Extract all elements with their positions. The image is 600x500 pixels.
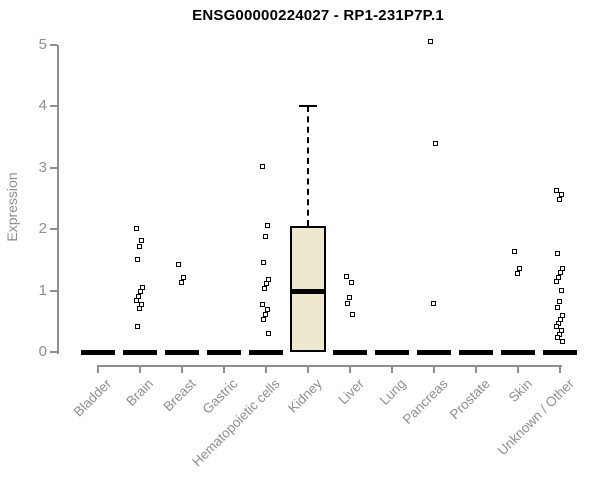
y-tick-label: 3 bbox=[38, 158, 47, 176]
data-point bbox=[431, 301, 436, 307]
zero-expression-bar bbox=[459, 350, 493, 355]
y-tick-label: 0 bbox=[38, 343, 47, 360]
data-point bbox=[344, 274, 349, 280]
x-tick-label: Gastric bbox=[199, 376, 241, 417]
data-point bbox=[263, 312, 268, 318]
data-point bbox=[139, 238, 144, 244]
x-axis-tick bbox=[265, 365, 267, 373]
data-point bbox=[265, 223, 270, 229]
data-point bbox=[559, 191, 564, 197]
data-point bbox=[181, 275, 186, 281]
zero-expression-bar bbox=[543, 350, 577, 355]
x-axis-tick bbox=[97, 365, 99, 373]
zero-expression-bar bbox=[501, 350, 535, 355]
data-point bbox=[350, 312, 355, 318]
y-tick-label: 4 bbox=[38, 97, 47, 115]
y-axis-line bbox=[57, 45, 59, 354]
data-point bbox=[560, 339, 565, 345]
y-tick-label: 1 bbox=[38, 281, 47, 299]
x-tick-label: Prostate bbox=[446, 376, 493, 423]
zero-expression-bar bbox=[123, 350, 157, 355]
x-axis-line bbox=[98, 365, 562, 367]
zero-expression-bar bbox=[333, 350, 367, 355]
chart-title: ENSG00000224027 - RP1-231P7P.1 bbox=[192, 7, 444, 24]
box-whisker-cap bbox=[299, 105, 317, 108]
x-tick-label: Pancreas bbox=[399, 376, 451, 427]
data-point bbox=[433, 141, 438, 147]
box-median-line bbox=[290, 288, 326, 294]
zero-expression-bar bbox=[81, 350, 115, 355]
data-point bbox=[512, 248, 517, 254]
data-point bbox=[557, 197, 562, 203]
x-axis-tick bbox=[433, 365, 435, 373]
x-axis-tick bbox=[139, 365, 141, 373]
data-point bbox=[176, 261, 181, 267]
x-tick-label: Lung bbox=[376, 376, 409, 408]
data-point bbox=[137, 306, 142, 312]
data-point bbox=[345, 301, 350, 307]
data-point bbox=[135, 256, 140, 262]
data-point bbox=[428, 38, 433, 44]
x-tick-label: Kidney bbox=[284, 376, 325, 416]
data-point bbox=[137, 244, 142, 249]
x-axis-tick bbox=[517, 365, 519, 373]
data-point bbox=[264, 281, 269, 287]
data-point bbox=[134, 226, 139, 232]
x-axis-tick bbox=[349, 365, 351, 373]
y-axis-tick bbox=[50, 289, 57, 292]
data-point bbox=[261, 259, 266, 265]
x-tick-label: Liver bbox=[335, 376, 367, 408]
data-point bbox=[266, 330, 271, 336]
x-axis-tick bbox=[223, 365, 225, 373]
x-axis-tick bbox=[559, 365, 561, 373]
data-point bbox=[266, 276, 271, 282]
data-point bbox=[554, 188, 559, 194]
zero-expression-bar bbox=[207, 350, 241, 355]
data-point bbox=[555, 335, 560, 341]
data-point bbox=[179, 280, 184, 286]
y-axis-tick bbox=[50, 166, 57, 169]
x-axis-tick bbox=[181, 365, 183, 373]
data-point bbox=[517, 266, 522, 272]
data-point bbox=[554, 324, 559, 330]
data-point bbox=[515, 271, 520, 277]
y-axis-tick bbox=[50, 351, 57, 353]
data-point bbox=[554, 279, 559, 284]
data-point bbox=[263, 233, 268, 239]
y-axis-tick bbox=[50, 228, 57, 231]
data-point bbox=[135, 324, 140, 330]
x-tick-label: Skin bbox=[505, 376, 535, 406]
data-point bbox=[555, 250, 560, 256]
data-point bbox=[347, 294, 352, 300]
y-tick-label: 5 bbox=[38, 36, 47, 53]
zero-expression-bar bbox=[249, 350, 283, 355]
box-upper-whisker bbox=[307, 106, 309, 227]
x-axis-tick bbox=[391, 365, 393, 373]
data-point bbox=[265, 307, 270, 313]
data-point bbox=[134, 298, 139, 304]
zero-expression-bar bbox=[165, 350, 199, 355]
y-tick-label: 2 bbox=[38, 220, 47, 238]
x-tick-label: Brain bbox=[123, 376, 157, 409]
zero-expression-bar bbox=[417, 350, 451, 355]
y-axis-tick bbox=[50, 44, 57, 46]
x-axis-tick bbox=[475, 365, 477, 373]
data-point bbox=[349, 280, 354, 286]
data-point bbox=[555, 304, 560, 310]
x-axis-tick bbox=[307, 365, 309, 373]
zero-expression-bar bbox=[375, 350, 409, 355]
data-point bbox=[262, 286, 267, 292]
x-tick-label: Breast bbox=[160, 376, 199, 415]
x-tick-label: Unknown / Other bbox=[494, 376, 577, 459]
data-point bbox=[260, 163, 265, 169]
data-point bbox=[557, 298, 562, 304]
data-point bbox=[260, 302, 265, 308]
y-axis-tick bbox=[50, 105, 57, 108]
x-tick-label: Bladder bbox=[71, 376, 115, 420]
data-point bbox=[559, 287, 564, 293]
data-point bbox=[261, 317, 266, 323]
